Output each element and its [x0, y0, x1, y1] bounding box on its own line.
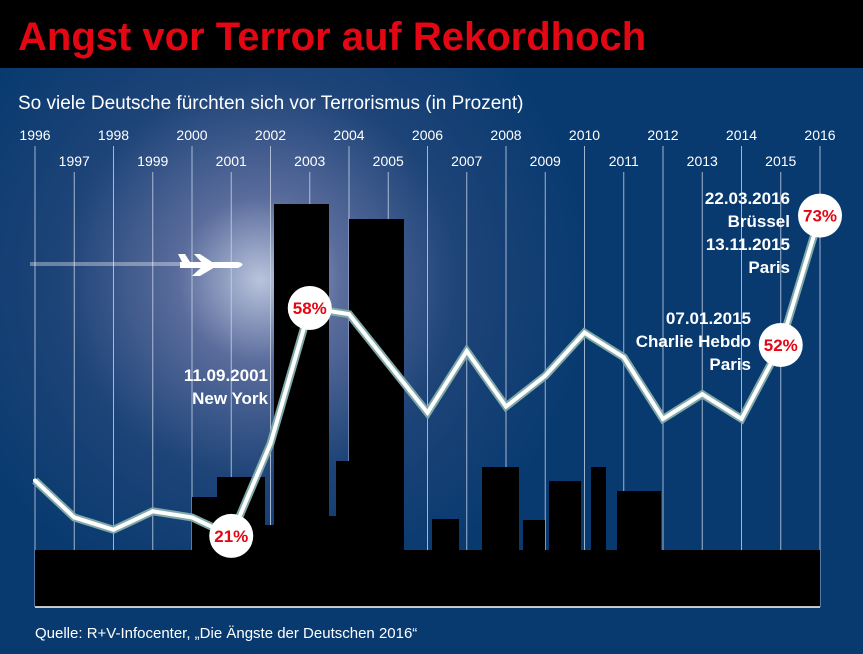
- value-badge-2003: [287, 286, 332, 330]
- annotation-text: Paris: [748, 258, 790, 277]
- annotation-text: Paris: [709, 355, 751, 374]
- data-point-2000: [190, 515, 194, 520]
- data-label: 73%: [803, 207, 837, 226]
- x-tick-label: 2013: [687, 153, 718, 169]
- skyline-building: [329, 516, 336, 607]
- x-tick-label: 2001: [216, 153, 247, 169]
- x-tick-label: 2016: [804, 127, 835, 143]
- data-point-2008: [504, 404, 508, 409]
- data-point-1997: [72, 515, 77, 520]
- skyline-building: [336, 461, 349, 607]
- data-point-2009: [543, 373, 548, 378]
- x-tick-label: 2002: [255, 127, 286, 143]
- data-point-2002: [268, 441, 273, 446]
- x-tick-label: 2000: [176, 127, 207, 143]
- annotation-text: Charlie Hebdo: [636, 332, 751, 351]
- x-tick-label: 2004: [333, 127, 364, 143]
- data-point-1998: [111, 527, 116, 532]
- x-tick-label: 1996: [19, 127, 50, 143]
- skyline-building: [617, 491, 661, 607]
- data-point-2010: [582, 330, 587, 335]
- data-point-1996: [33, 478, 37, 483]
- x-tick-label: 2005: [373, 153, 404, 169]
- x-tick-label: 2011: [609, 153, 639, 169]
- data-point-2014: [739, 416, 744, 421]
- x-tick-label: 1999: [137, 153, 168, 169]
- annotation-text: 11.09.2001: [184, 366, 268, 385]
- value-badge-2015: [758, 322, 803, 367]
- skyline-building: [549, 481, 581, 607]
- x-tick-label: 2003: [294, 153, 325, 169]
- value-badge-2001: [209, 513, 254, 558]
- skyline-building: [35, 550, 820, 607]
- data-point-2013: [700, 392, 705, 397]
- data-label: 21%: [214, 527, 248, 546]
- annotation-text: Brüssel: [728, 212, 790, 231]
- data-point-2007: [464, 349, 469, 354]
- data-point-2005: [386, 361, 391, 366]
- x-tick-label: 2014: [726, 127, 757, 143]
- skyline-building: [349, 219, 404, 607]
- x-tick-label: 2008: [490, 127, 521, 143]
- skyline-building: [192, 497, 217, 607]
- data-point-2004: [347, 312, 351, 317]
- value-badge-2016: [798, 193, 842, 238]
- data-label: 58%: [293, 299, 327, 318]
- chart-title: Angst vor Terror auf Rekordhoch: [18, 15, 646, 59]
- skyline-building: [432, 519, 459, 607]
- x-tick-label: 1998: [98, 127, 129, 143]
- data-point-1999: [150, 509, 155, 514]
- chart-subtitle: So viele Deutsche fürchten sich vor Terr…: [18, 93, 523, 114]
- skyline-building: [482, 467, 519, 607]
- data-label: 52%: [764, 336, 798, 355]
- airplane-icon: [30, 254, 243, 276]
- x-tick-label: 2006: [412, 127, 443, 143]
- x-tick-label: 2012: [647, 127, 678, 143]
- data-point-2011: [621, 355, 626, 360]
- x-tick-label: 2007: [451, 153, 482, 169]
- annotation-text: New York: [192, 389, 268, 408]
- x-tick-label: 2015: [765, 153, 796, 169]
- title-bar: [0, 0, 863, 68]
- data-point-2012: [661, 416, 665, 421]
- skyline-building: [523, 520, 545, 607]
- data-point-2006: [425, 410, 430, 415]
- source-note: Quelle: R+V-Infocenter, „Die Ängste der …: [35, 625, 417, 642]
- skyline-building: [265, 525, 274, 607]
- x-tick-label: 2010: [569, 127, 600, 143]
- annotation-text: 13.11.2015: [706, 235, 790, 254]
- annotation-text: 07.01.2015: [666, 309, 751, 328]
- skyline-building: [591, 467, 606, 607]
- x-tick-label: 1997: [59, 153, 90, 169]
- annotation-text: 22.03.2016: [705, 189, 790, 208]
- x-tick-label: 2009: [530, 153, 561, 169]
